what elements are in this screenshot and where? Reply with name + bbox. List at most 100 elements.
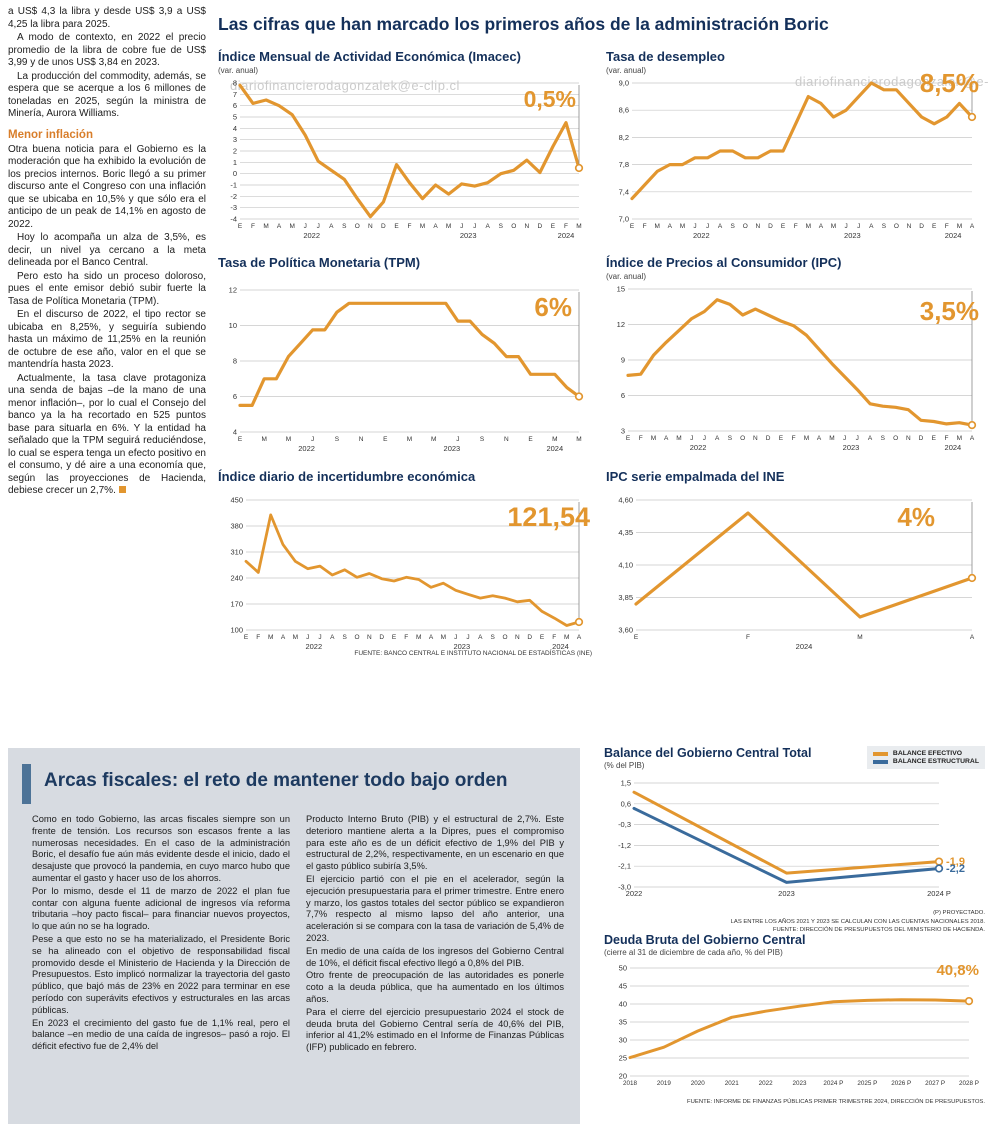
- paragraph: Otro frente de preocupación de las autor…: [306, 970, 564, 1004]
- svg-text:A: A: [668, 223, 673, 230]
- svg-text:2024: 2024: [546, 444, 563, 453]
- page-title: Las cifras que han marcado los primeros …: [218, 14, 829, 34]
- svg-text:10: 10: [229, 321, 237, 330]
- svg-text:2023: 2023: [778, 889, 795, 898]
- svg-text:N: N: [367, 634, 372, 641]
- svg-text:D: D: [538, 223, 543, 230]
- chart-title: IPC serie empalmada del INE: [606, 469, 785, 484]
- svg-text:2020: 2020: [691, 1080, 706, 1087]
- svg-text:F: F: [256, 634, 260, 641]
- desempleo-callout: 8,5%: [919, 68, 979, 98]
- svg-text:E: E: [383, 436, 388, 443]
- svg-text:E: E: [634, 634, 639, 641]
- svg-text:4,10: 4,10: [618, 561, 633, 570]
- svg-text:2022: 2022: [693, 231, 710, 240]
- svg-text:20: 20: [619, 1072, 627, 1081]
- svg-text:A: A: [869, 223, 874, 230]
- svg-text:1,5: 1,5: [621, 779, 631, 788]
- svg-text:O: O: [355, 223, 360, 230]
- chart-incertidumbre: Índice diario de incertidumbre económica…: [218, 469, 592, 652]
- svg-text:A: A: [281, 634, 286, 641]
- svg-text:D: D: [919, 223, 924, 230]
- paragraph: Por lo mismo, desde el 11 de marzo de 20…: [32, 885, 290, 932]
- svg-text:N: N: [504, 436, 509, 443]
- svg-text:D: D: [919, 435, 924, 442]
- svg-text:M: M: [407, 436, 412, 443]
- svg-text:A: A: [429, 634, 434, 641]
- svg-text:M: M: [268, 634, 273, 641]
- svg-text:2026 P: 2026 P: [891, 1080, 911, 1087]
- paragraph: El ejercicio partió con el pie en el ace…: [306, 873, 564, 943]
- svg-text:N: N: [753, 435, 758, 442]
- svg-text:M: M: [446, 223, 451, 230]
- svg-text:-3: -3: [230, 203, 237, 212]
- svg-text:-2,1: -2,1: [618, 862, 631, 871]
- svg-text:450: 450: [230, 496, 243, 505]
- chart-subtitle: (var. anual): [218, 66, 259, 76]
- svg-text:F: F: [552, 634, 556, 641]
- svg-text:9,0: 9,0: [619, 79, 629, 88]
- svg-text:F: F: [945, 435, 949, 442]
- svg-text:J: J: [306, 634, 309, 641]
- svg-text:E: E: [781, 223, 786, 230]
- svg-text:J: J: [311, 436, 314, 443]
- chart-subtitle: (var. anual): [606, 272, 647, 282]
- svg-text:A: A: [277, 223, 282, 230]
- svg-text:J: J: [466, 634, 469, 641]
- fiscal-column-1: Como en todo Gobierno, las arcas fiscale…: [32, 814, 290, 1055]
- svg-text:M: M: [564, 634, 569, 641]
- svg-text:2024 P: 2024 P: [927, 889, 951, 898]
- svg-text:0,6: 0,6: [621, 799, 631, 808]
- svg-text:1: 1: [233, 158, 237, 167]
- svg-text:A: A: [718, 223, 723, 230]
- svg-text:E: E: [932, 435, 937, 442]
- fiscal-article-box: Arcas fiscales: el reto de mantener todo…: [8, 748, 580, 1124]
- ipc-ine-line-chart: 4,60 4,35 4,10 3,85 3,60E F M A 2024: [618, 496, 977, 651]
- chart-ipc-ine: IPC serie empalmada del INE 4,60 4,35 4,10…: [606, 469, 985, 652]
- fiscal-article-columns: Como en todo Gobierno, las arcas fiscale…: [32, 814, 564, 1055]
- svg-text:O: O: [502, 634, 507, 641]
- svg-text:D: D: [381, 223, 386, 230]
- svg-text:E: E: [238, 223, 243, 230]
- svg-text:A: A: [868, 435, 873, 442]
- chart-deuda: Deuda Bruta del Gobierno Central (cierre…: [604, 933, 985, 1105]
- svg-text:D: D: [768, 223, 773, 230]
- legend-label: BALANCE ESTRUCTURAL: [892, 758, 979, 765]
- svg-text:E: E: [932, 223, 937, 230]
- svg-text:M: M: [654, 223, 659, 230]
- svg-text:J: J: [690, 435, 693, 442]
- svg-text:N: N: [906, 435, 911, 442]
- svg-text:E: E: [244, 634, 249, 641]
- svg-text:A: A: [330, 634, 335, 641]
- svg-text:D: D: [766, 435, 771, 442]
- svg-text:-2: -2: [230, 192, 237, 201]
- svg-text:S: S: [480, 436, 485, 443]
- svg-text:N: N: [907, 223, 912, 230]
- paragraph: Actualmente, la tasa clave protagoniza u…: [8, 372, 206, 497]
- chart-title: Índice Mensual de Actividad Económica (I…: [218, 49, 521, 64]
- svg-text:J: J: [304, 223, 307, 230]
- svg-text:8,6: 8,6: [619, 106, 629, 115]
- svg-text:15: 15: [617, 285, 625, 294]
- svg-text:S: S: [499, 223, 504, 230]
- chart-ipc: Índice de Precios al Consumidor (IPC) (v…: [606, 255, 985, 453]
- svg-text:170: 170: [230, 600, 243, 609]
- svg-text:O: O: [893, 435, 898, 442]
- svg-text:12: 12: [617, 320, 625, 329]
- svg-text:M: M: [263, 223, 268, 230]
- svg-text:2022: 2022: [759, 1080, 774, 1087]
- svg-text:2023: 2023: [792, 1080, 807, 1087]
- svg-text:S: S: [342, 223, 347, 230]
- fiscal-headline: Arcas fiscales: el reto de mantener todo…: [44, 770, 508, 791]
- svg-text:4: 4: [233, 428, 237, 437]
- svg-text:2025 P: 2025 P: [857, 1080, 877, 1087]
- svg-text:2022: 2022: [303, 231, 320, 240]
- svg-text:2021: 2021: [725, 1080, 740, 1087]
- svg-text:M: M: [416, 634, 421, 641]
- svg-text:A: A: [478, 634, 483, 641]
- svg-text:S: S: [335, 436, 340, 443]
- svg-text:M: M: [576, 223, 581, 230]
- svg-text:D: D: [527, 634, 532, 641]
- paragraph: En 2023 el crecimiento del gasto fue de …: [32, 1017, 290, 1052]
